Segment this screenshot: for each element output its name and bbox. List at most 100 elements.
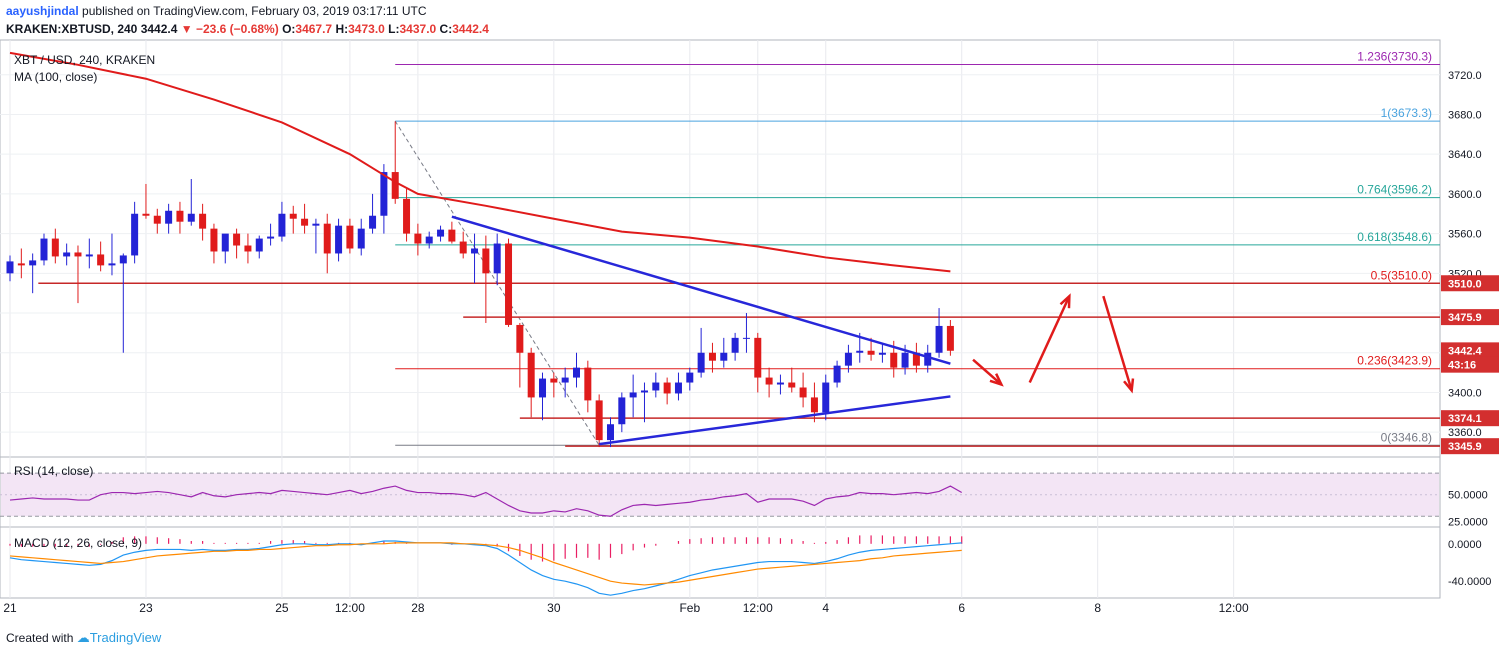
price-tag-label: 3475.9: [1448, 312, 1482, 324]
trendline: [599, 396, 950, 444]
x-tick-label: Feb: [679, 601, 700, 615]
candle-body: [256, 239, 263, 252]
candle-body: [902, 353, 909, 368]
candle-body: [686, 373, 693, 383]
candle-body: [766, 378, 773, 385]
candle-body: [641, 390, 648, 392]
candle-body: [414, 234, 421, 244]
candle-body: [845, 353, 852, 366]
fib-level-label: 0.5(3510.0): [1371, 268, 1432, 282]
candle-body: [165, 211, 172, 224]
candle-body: [471, 249, 478, 254]
ma-100-line: [10, 53, 950, 271]
rsi-tick-label: 25.0000: [1448, 517, 1488, 529]
candle-body: [312, 224, 319, 226]
price-tag-label: 3374.1: [1448, 413, 1482, 425]
candle-body: [652, 383, 659, 391]
candle-body: [290, 214, 297, 219]
candle-body: [244, 246, 251, 252]
tradingview-logo-icon[interactable]: ☁: [77, 630, 90, 645]
candle-body: [63, 252, 70, 256]
candle-body: [7, 261, 14, 273]
y-tick-label: 3600.0: [1448, 189, 1482, 201]
price-tag-label: 3345.9: [1448, 441, 1482, 453]
candle-body: [505, 244, 512, 325]
candle-body: [800, 388, 807, 398]
candle-body: [732, 338, 739, 353]
candle-body: [29, 260, 36, 265]
candle-body: [924, 353, 931, 366]
rsi-tick-label: 50.0000: [1448, 490, 1488, 502]
candle-body: [154, 216, 161, 224]
candle-body: [97, 254, 104, 265]
candle-body: [120, 255, 127, 263]
candle-body: [52, 239, 59, 257]
y-tick-label: 3360.0: [1448, 427, 1482, 439]
candle-body: [426, 237, 433, 244]
macd-pane: [10, 535, 962, 595]
candle-body: [448, 230, 455, 242]
candle-body: [369, 216, 376, 229]
created-with-text: Created with: [6, 631, 73, 645]
fib-level-label: 0.764(3596.2): [1357, 183, 1432, 197]
x-tick-label: 6: [958, 601, 965, 615]
price-tag-label: 3442.4: [1448, 345, 1483, 357]
rsi-pane: [0, 473, 1440, 516]
candle-body: [18, 263, 25, 265]
candle-body: [528, 353, 535, 398]
candle-body: [516, 325, 523, 353]
candle-body: [675, 383, 682, 394]
candle-body: [596, 400, 603, 440]
y-tick-label: 3560.0: [1448, 229, 1482, 241]
candle-body: [822, 383, 829, 413]
y-tick-label: 3720.0: [1448, 70, 1482, 82]
candle-body: [698, 353, 705, 373]
x-tick-label: 12:00: [335, 601, 365, 615]
candle-body: [222, 234, 229, 252]
candle-body: [539, 379, 546, 398]
x-tick-label: 21: [3, 601, 17, 615]
candle-body: [890, 353, 897, 368]
x-tick-label: 25: [275, 601, 289, 615]
macd-tick-label: 0.0000: [1448, 539, 1482, 551]
price-tag-label: 43:16: [1448, 360, 1476, 372]
candle-body: [188, 214, 195, 222]
x-tick-label: 8: [1094, 601, 1101, 615]
y-tick-label: 3680.0: [1448, 109, 1482, 121]
chart-title: XBT / USD, 240, KRAKEN: [14, 53, 155, 67]
fib-level-label: 1.236(3730.3): [1357, 50, 1432, 64]
candle-body: [131, 214, 138, 256]
forecast-arrow: [1030, 296, 1070, 382]
fib-level-label: 0.236(3423.9): [1357, 354, 1432, 368]
candle-body: [437, 230, 444, 237]
candle-body: [199, 214, 206, 229]
fib-level-label: 1(3673.3): [1381, 106, 1432, 120]
rsi-label: RSI (14, close): [14, 464, 93, 478]
candle-body: [709, 353, 716, 361]
candle-body: [301, 219, 308, 226]
candle-body: [210, 229, 217, 252]
candle-body: [811, 397, 818, 412]
candle-body: [40, 239, 47, 261]
candle-body: [720, 353, 727, 361]
tradingview-brand[interactable]: TradingView: [90, 630, 162, 645]
candle-body: [754, 338, 761, 378]
candle-body: [834, 366, 841, 383]
candle-body: [743, 338, 750, 339]
candle-body: [380, 172, 387, 216]
candle-body: [550, 379, 557, 383]
candle-body: [460, 242, 467, 254]
candle-body: [947, 326, 954, 351]
macd-label: MACD (12, 26, close, 9): [14, 536, 142, 550]
footer: Created with ☁TradingView: [6, 630, 161, 646]
x-tick-label: 23: [139, 601, 153, 615]
candle-body: [267, 237, 274, 239]
candle-body: [777, 383, 784, 385]
x-tick-label: 12:00: [743, 601, 773, 615]
candle-body: [278, 214, 285, 237]
candle-body: [142, 214, 149, 216]
candle-body: [108, 263, 115, 265]
ma-label: MA (100, close): [14, 70, 97, 84]
macd-line: [10, 541, 962, 595]
